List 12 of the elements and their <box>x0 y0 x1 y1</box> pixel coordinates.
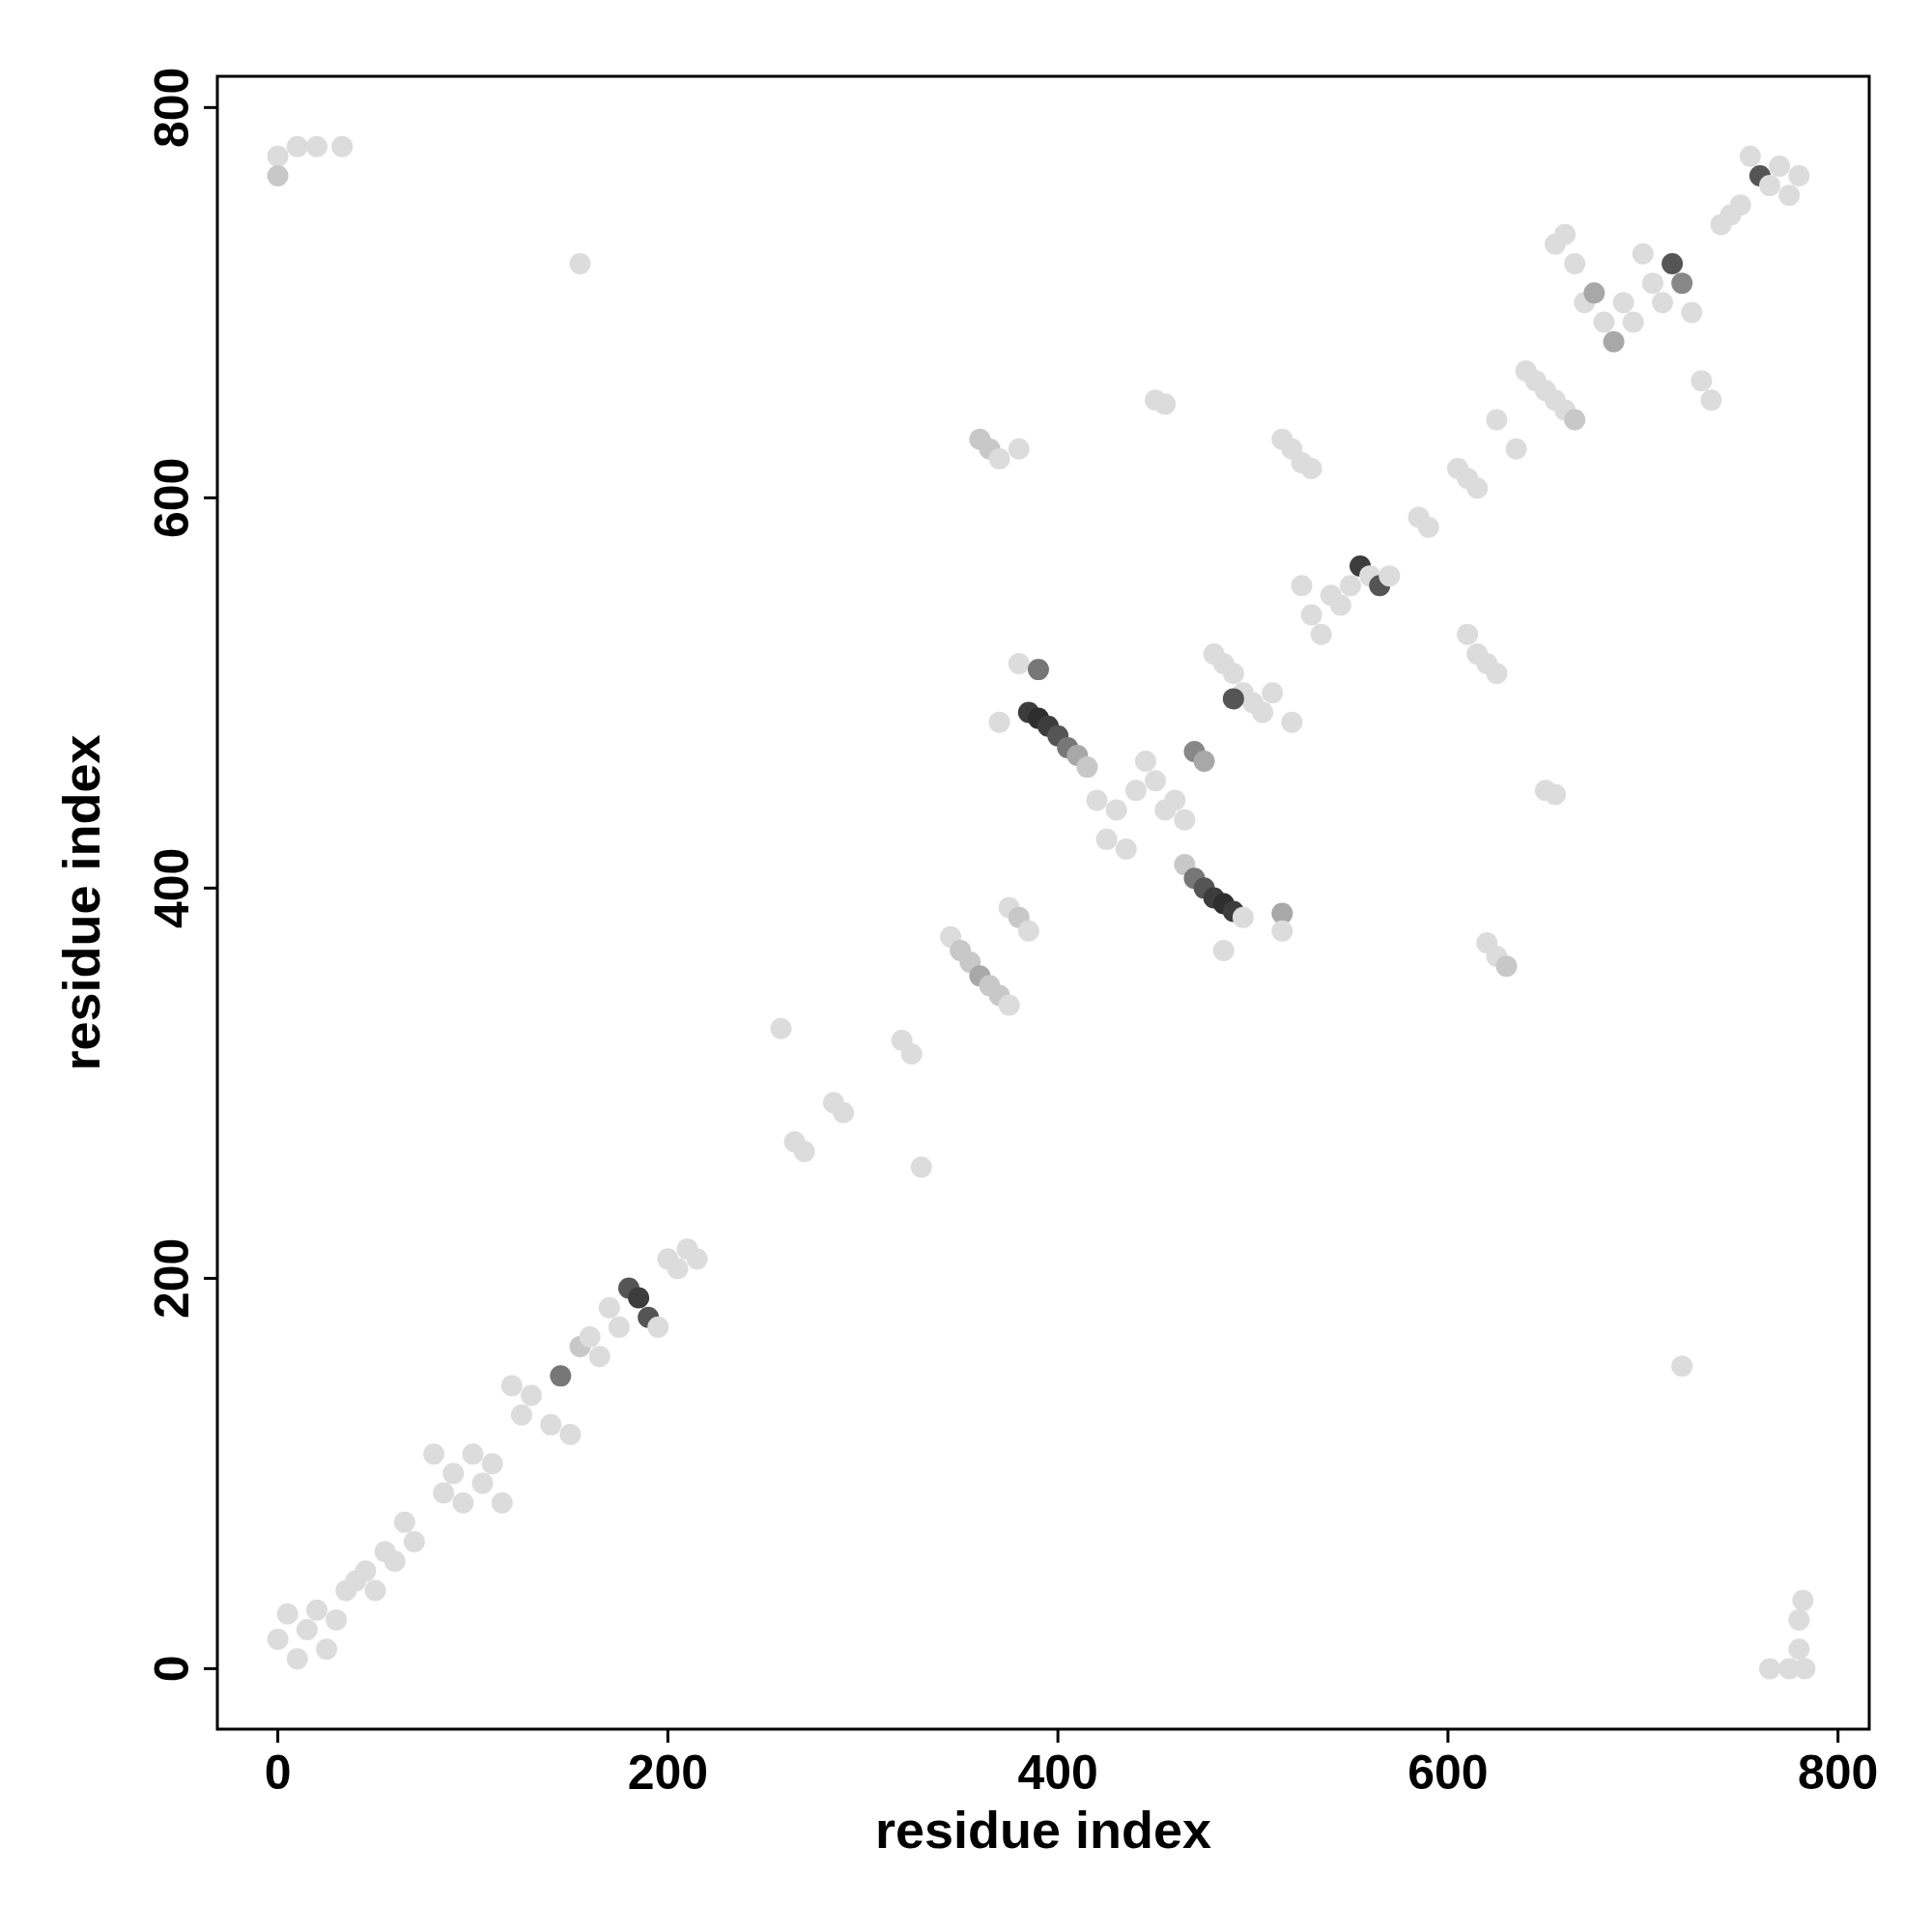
y-tick-label: 200 <box>145 1237 199 1320</box>
y-tick-label: 400 <box>145 847 199 929</box>
y-tick-label: 800 <box>145 67 199 149</box>
x-tick-label: 600 <box>1407 1746 1489 1800</box>
y-tick-label: 600 <box>145 457 199 539</box>
y-tick-label: 0 <box>145 1655 199 1683</box>
x-tick-label: 800 <box>1797 1746 1879 1800</box>
x-axis-title: residue index <box>874 1801 1212 1859</box>
x-tick-label: 400 <box>1017 1746 1098 1800</box>
y-axis-title: residue index <box>52 734 110 1071</box>
x-tick-label: 200 <box>627 1746 709 1800</box>
x-tick-label: 0 <box>264 1746 292 1800</box>
